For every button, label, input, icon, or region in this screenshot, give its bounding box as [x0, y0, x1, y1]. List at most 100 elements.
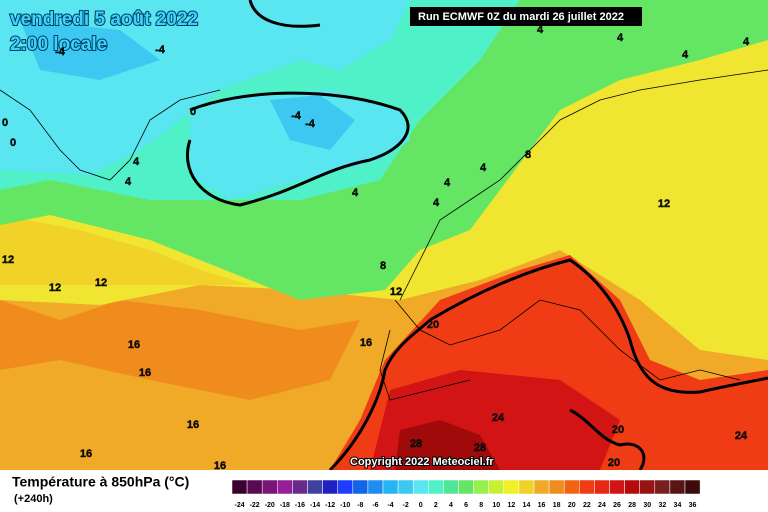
contour-line	[429, 258, 768, 394]
scale-tick-label: -18	[280, 502, 290, 509]
color-swatch	[639, 479, 656, 495]
scale-tick-label: 26	[613, 502, 621, 509]
contour-label: 24	[735, 430, 748, 442]
contour-label: 4	[352, 187, 359, 199]
scale-tick-label: 24	[598, 502, 606, 509]
color-swatch	[609, 479, 625, 495]
contour-label: 28	[474, 442, 486, 454]
contour-line	[248, 0, 321, 28]
color-swatch	[367, 479, 384, 495]
contour-label: 16	[139, 367, 151, 379]
color-swatch	[397, 479, 414, 495]
contour-label: 4	[480, 162, 487, 174]
color-swatch	[684, 479, 701, 495]
contour-label: 12	[2, 254, 14, 266]
scale-tick-label: -22	[250, 502, 260, 509]
contour-label: 4	[133, 156, 140, 168]
color-swatch	[654, 479, 671, 495]
coastline	[399, 69, 768, 301]
contour-label: 20	[427, 319, 439, 331]
scale-tick-label: 16	[538, 502, 546, 509]
color-swatch	[594, 479, 610, 495]
contour-label: 12	[658, 198, 670, 210]
contour-label: -4	[305, 118, 316, 130]
zone	[270, 95, 355, 150]
scale-tick-label: 18	[553, 502, 561, 509]
scale-tick-label: -6	[372, 502, 378, 509]
zone	[0, 215, 250, 285]
scale-tick-label: -16	[295, 502, 305, 509]
color-swatch	[443, 479, 459, 495]
coastline	[379, 329, 471, 401]
scale-tick-label: 30	[643, 502, 651, 509]
contour-label: 4	[682, 49, 689, 61]
contour-label: 12	[390, 286, 402, 298]
zone	[20, 20, 160, 80]
contour-label: 4	[433, 197, 440, 209]
contour-label: 12	[95, 277, 107, 289]
contour-label: 16	[360, 337, 372, 349]
color-swatch	[428, 479, 444, 495]
color-swatch	[337, 479, 354, 495]
scale-tick-label: 28	[628, 502, 636, 509]
coastlines	[0, 69, 768, 401]
color-swatch	[473, 479, 489, 495]
color-swatch	[669, 479, 686, 495]
lead-time: (+240h)	[14, 493, 53, 505]
scale-tick-label: 10	[492, 502, 500, 509]
contour-line	[569, 408, 646, 471]
contour-label: -4	[291, 110, 302, 122]
map-subtitle: 2:00 locale	[10, 34, 107, 55]
temperature-field	[0, 0, 768, 470]
scale-tick-label: -10	[340, 502, 350, 509]
scale-tick-label: 4	[449, 502, 453, 509]
color-swatch	[231, 479, 248, 495]
color-swatch	[533, 479, 550, 495]
scale-tick-label: -20	[265, 502, 275, 509]
contour-label: 4	[125, 176, 132, 188]
run-banner	[410, 7, 642, 26]
scale-tick-label: 2	[434, 502, 438, 509]
contour-label: 8	[380, 260, 386, 272]
contour-label: 4	[537, 24, 544, 36]
color-swatch	[488, 479, 505, 495]
color-scale: -24 -22 -20 -18 -16 -14 -12 -10 -8 -6 -4 -2 0 2 4 6 8 10 1…	[231, 479, 701, 509]
color-swatch	[277, 479, 293, 495]
contour-label: 8	[525, 149, 531, 161]
contour-line	[328, 318, 432, 472]
contours	[185, 0, 768, 472]
contour-line	[185, 91, 410, 207]
scale-tick-label: 8	[479, 502, 483, 509]
contour-label: 20	[612, 424, 624, 436]
color-swatch	[579, 479, 595, 495]
scale-tick-label: 6	[464, 502, 468, 509]
color-swatch	[548, 479, 565, 495]
color-swatch	[412, 479, 429, 495]
contour-label: 20	[608, 457, 620, 469]
contour-label: 16	[128, 339, 140, 351]
contour-label: 16	[187, 419, 199, 431]
scale-tick-label: 34	[674, 502, 682, 509]
contour-label: 4	[617, 32, 624, 44]
contour-label: 28	[410, 438, 422, 450]
color-swatch	[624, 479, 640, 495]
contour-label: 0	[10, 137, 16, 149]
scale-tick-label: -8	[357, 502, 363, 509]
contour-label: -4	[55, 46, 66, 58]
color-swatch	[246, 479, 263, 495]
run-label: Run ECMWF 0Z du mardi 26 juillet 2022	[418, 11, 624, 23]
color-swatch	[307, 479, 323, 495]
color-swatch	[563, 479, 580, 495]
scale-tick-label: 32	[658, 502, 666, 509]
color-swatch	[382, 479, 399, 495]
contour-label: 24	[492, 412, 505, 424]
color-swatch	[518, 479, 535, 495]
scale-tick-label: -4	[387, 502, 393, 509]
scale-tick-label: 14	[523, 502, 531, 509]
contour-label: 0	[2, 117, 8, 129]
color-swatch	[292, 479, 308, 495]
zone	[190, 90, 410, 200]
